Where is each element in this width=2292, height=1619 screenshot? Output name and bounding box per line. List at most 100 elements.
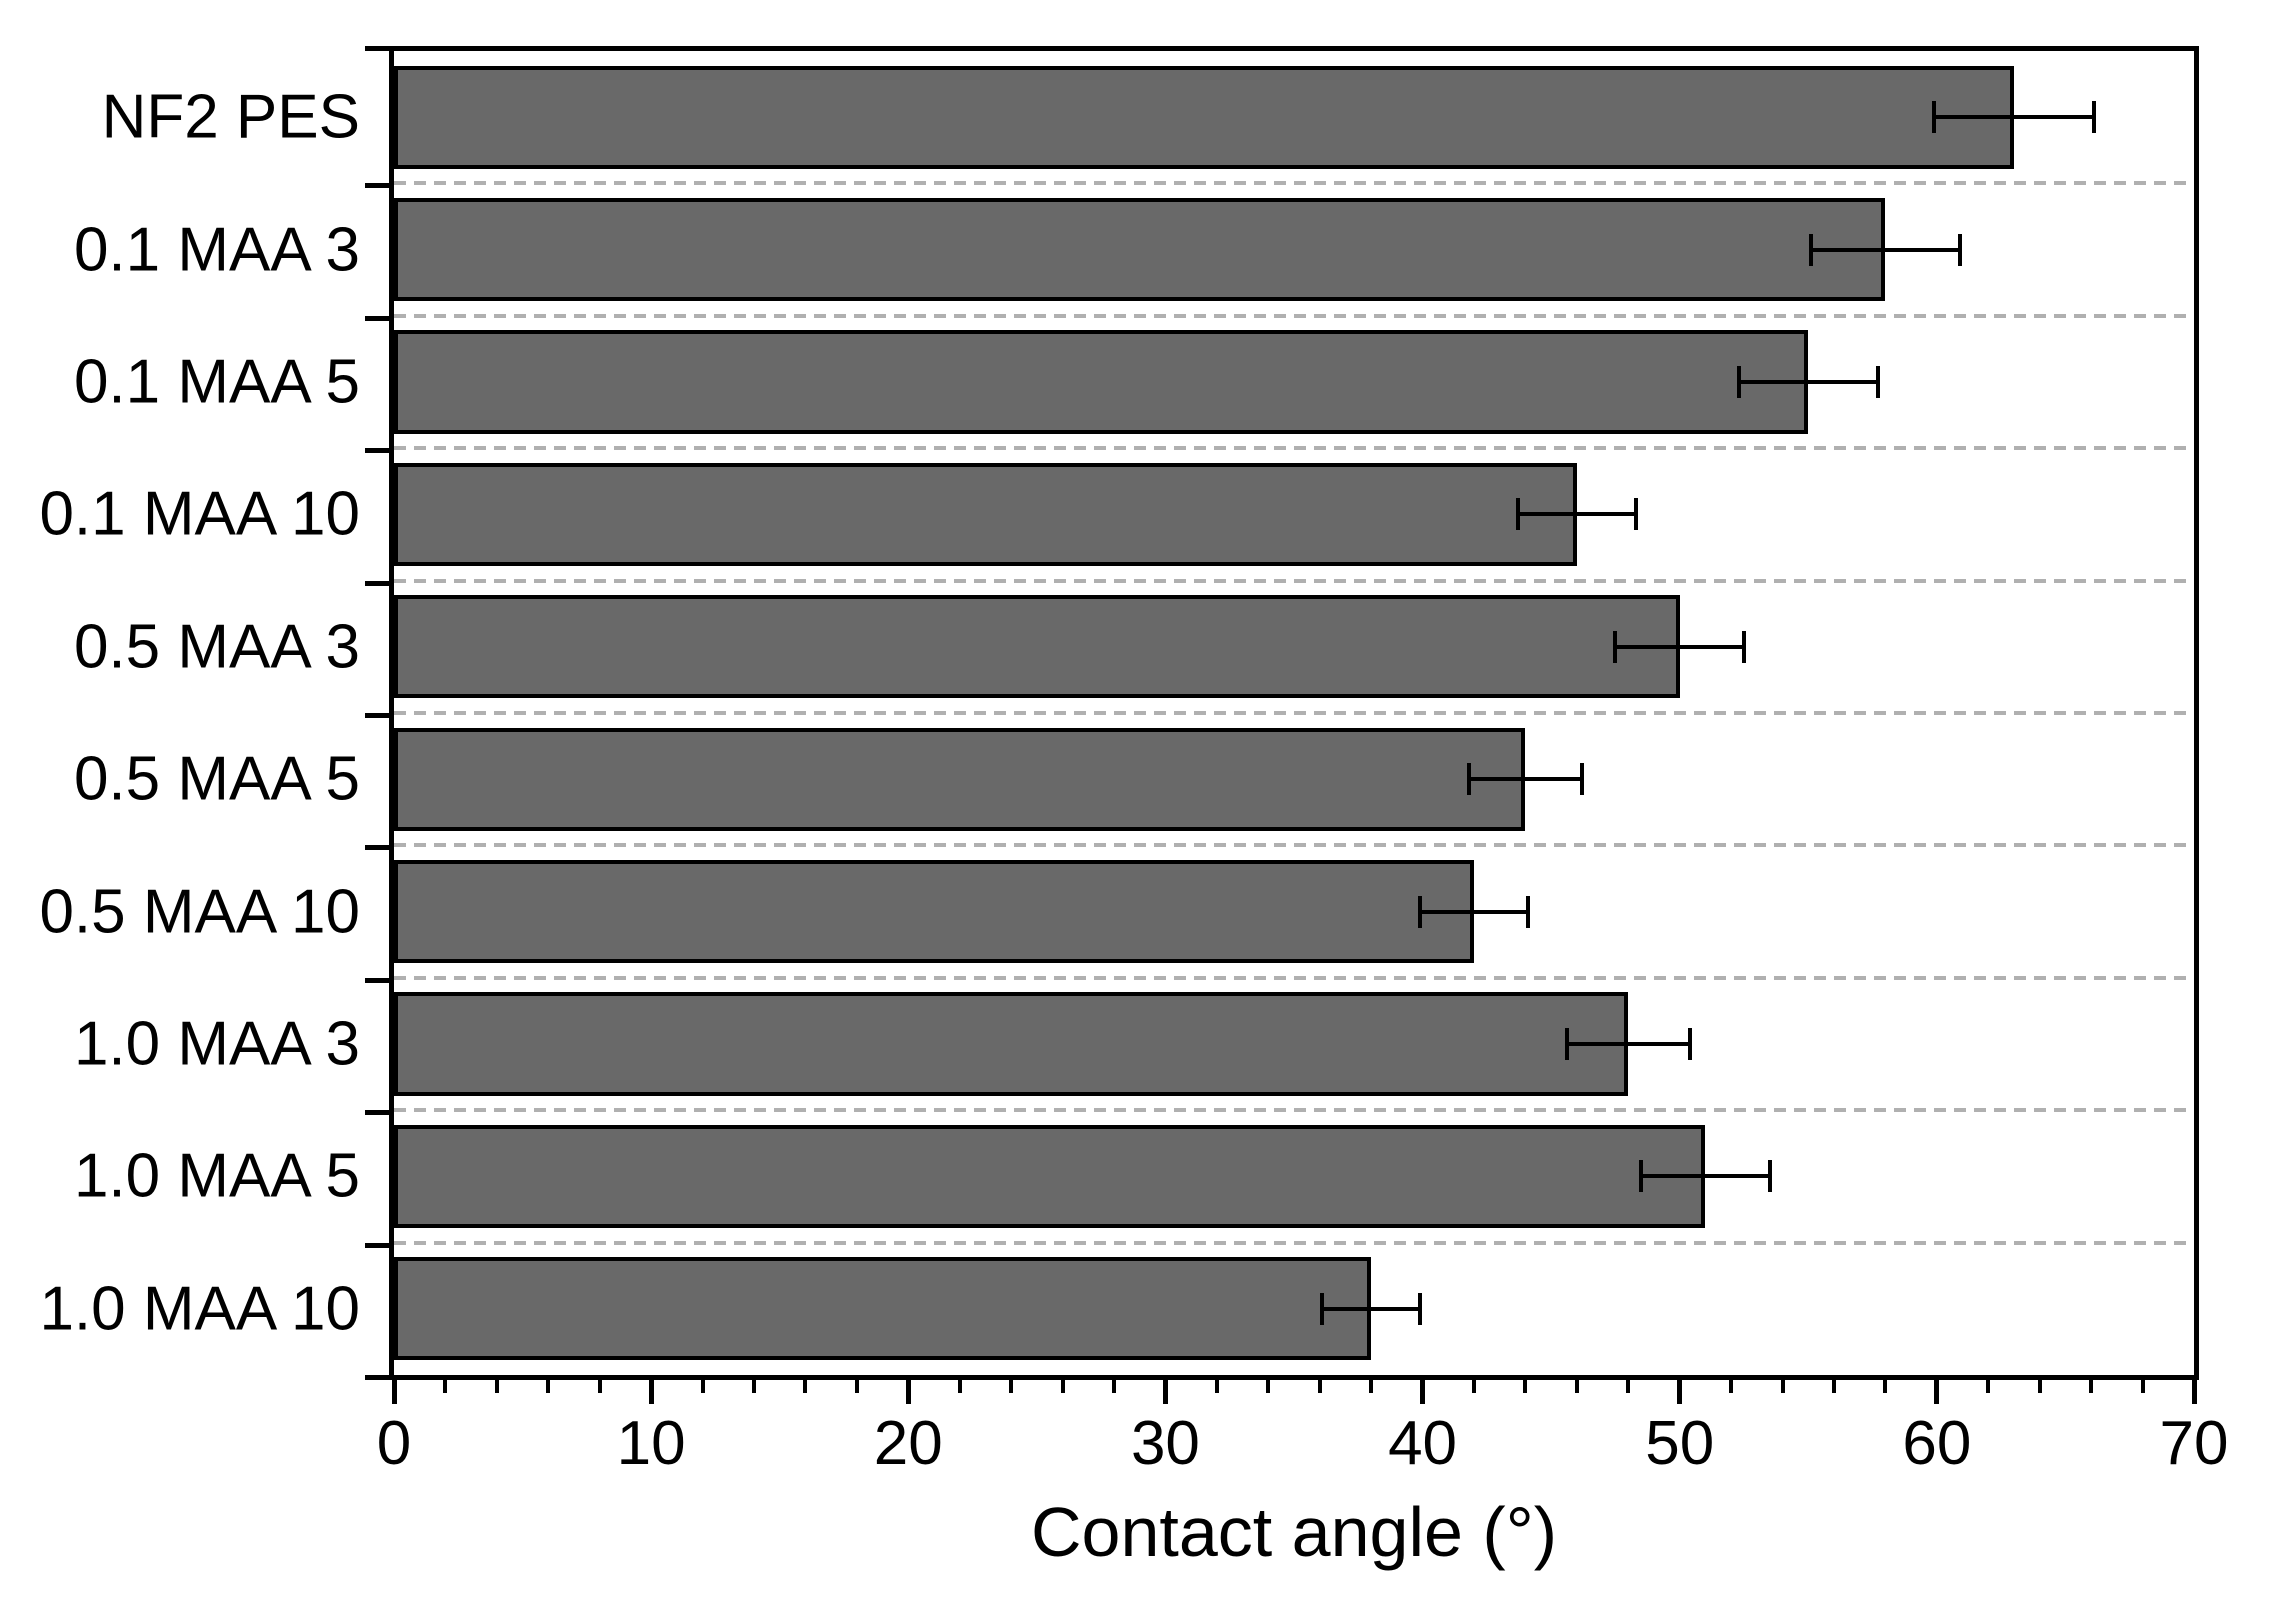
x-axis-minor-tick [854,1380,859,1393]
error-bar-cap-right [1767,1160,1772,1193]
y-axis-tick [365,183,389,189]
error-bar-cap-right [2091,101,2096,134]
x-axis-minor-tick [1883,1380,1888,1393]
category-label: 0.1 MAA 5 [73,347,360,417]
category-label: 1.0 MAA 3 [73,1009,360,1079]
bar [394,992,1629,1096]
x-axis-minor-tick [700,1380,705,1393]
x-axis-minor-tick [1626,1380,1631,1393]
x-axis-tick-label: 50 [1645,1409,1715,1478]
category-separator-gridline [394,313,2194,318]
x-axis-minor-tick [1523,1380,1528,1393]
bar [394,727,1526,831]
category-separator-gridline [394,446,2194,451]
error-bar-cap-left [1639,1160,1644,1193]
x-axis-minor-tick [1214,1380,1219,1393]
x-axis-minor-tick [2140,1380,2145,1393]
error-bar-cap-right [1875,366,1880,398]
x-axis-minor-tick [1369,1380,1374,1393]
x-axis-minor-tick [1009,1380,1014,1393]
x-axis-minor-tick [1317,1380,1322,1393]
error-bar-cap-right [1418,1292,1422,1325]
x-axis-minor-tick [1780,1380,1785,1393]
x-axis-minor-tick [494,1380,499,1393]
bar [394,859,1474,964]
category-separator-gridline [394,975,2194,980]
y-axis-tick [365,580,389,586]
error-bar-cap-left [1515,498,1520,531]
x-axis-minor-tick [957,1380,962,1393]
x-axis-minor-tick [803,1380,808,1393]
x-axis-tick-label: 20 [873,1409,943,1478]
x-axis-minor-tick [1729,1380,1734,1393]
x-axis-minor-tick [1060,1380,1065,1393]
plot-area [389,46,2199,1380]
category-label: 0.1 MAA 10 [39,479,360,549]
category-separator-gridline [394,1240,2194,1245]
error-bar-line [1738,380,1878,384]
error-bar-cap-right [1742,630,1746,663]
error-bar-cap-left [1418,895,1422,928]
bar [394,1124,1706,1229]
category-label: 0.1 MAA 3 [73,215,360,285]
y-axis-tick [365,845,389,851]
x-axis-tick-label: 40 [1388,1409,1458,1478]
category-label: 1.0 MAA 5 [73,1141,360,1211]
error-bar-line [1566,1042,1690,1046]
x-axis-minor-tick [752,1380,756,1393]
category-label: 0.5 MAA 5 [73,744,360,814]
x-axis-minor-tick [546,1380,551,1393]
category-separator-gridline [394,181,2194,186]
error-bar-line [1468,777,1582,782]
category-label: 0.5 MAA 10 [39,877,360,947]
x-axis-major-tick [1420,1380,1426,1404]
x-axis-major-tick [1934,1380,1940,1404]
x-axis-major-tick [1162,1380,1168,1404]
error-bar-cap-left [1466,763,1471,796]
bar [394,1257,1372,1361]
bar [394,65,2014,169]
x-axis-minor-tick [1986,1380,1991,1393]
category-separator-gridline [394,843,2194,848]
category-label: 1.0 MAA 10 [39,1274,360,1344]
x-axis-tick-label: 30 [1130,1409,1200,1478]
bar [394,595,1680,699]
x-axis-major-tick [905,1380,911,1404]
x-axis-minor-tick [1472,1380,1476,1393]
x-axis-tick-label: 0 [376,1409,412,1478]
x-axis-major-tick [391,1380,397,1404]
error-bar-line [1641,1174,1770,1179]
x-axis-minor-tick [2037,1380,2042,1393]
error-bar-line [1420,909,1528,914]
x-axis-tick-label: 60 [1902,1409,1972,1478]
category-separator-gridline [394,1108,2194,1113]
error-bar-cap-right [1958,233,1962,266]
x-axis-minor-tick [1574,1380,1579,1393]
bar [394,330,1809,434]
error-bar-line [1517,512,1636,517]
x-axis-minor-tick [1112,1380,1116,1393]
bar [394,462,1577,567]
error-bar-cap-right [1634,498,1638,531]
error-bar-line [1615,644,1744,649]
x-axis-minor-tick [1266,1380,1271,1393]
y-axis-tick [365,977,389,983]
error-bar-cap-right [1580,763,1584,796]
error-bar-cap-right [1688,1028,1692,1060]
x-axis-title: Contact angle (°) [1030,1493,1558,1571]
error-bar-cap-left [1736,366,1741,398]
category-separator-gridline [394,711,2194,715]
error-bar-cap-left [1564,1028,1569,1060]
category-separator-gridline [394,578,2194,583]
error-bar-cap-right [1526,895,1530,928]
y-axis-tick [365,1375,389,1380]
error-bar-cap-left [1613,630,1618,663]
x-axis-minor-tick [2089,1380,2094,1393]
y-axis-tick [365,315,389,321]
y-axis-tick [365,713,389,718]
x-axis-minor-tick [597,1380,602,1393]
error-bar-cap-left [1932,101,1937,134]
x-axis-major-tick [1677,1380,1683,1404]
x-axis-minor-tick [1832,1380,1836,1393]
